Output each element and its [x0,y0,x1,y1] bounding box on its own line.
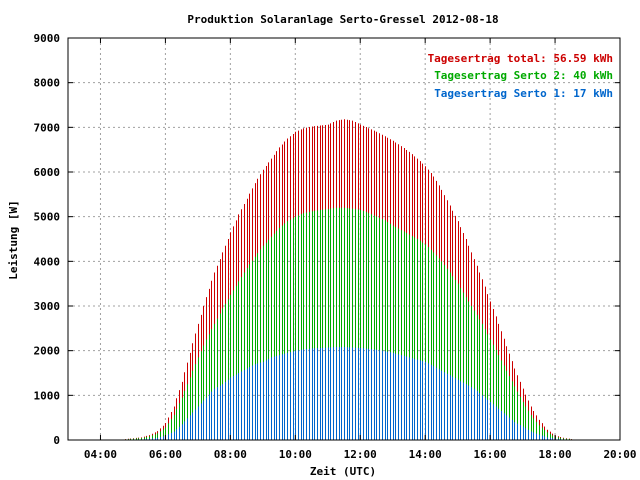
x-tick-label: 06:00 [149,448,182,461]
x-tick-label: 10:00 [279,448,312,461]
axis-ticks: 0 1000 2000 3000 4000 5000 6000 7000 8000 9000 04:… [34,32,637,461]
y-axis-label: Leistung [W] [7,200,20,279]
x-tick-label: 18:00 [538,448,571,461]
legend-total: Tagesertrag total: 56.59 kWh [428,52,613,65]
x-tick-label: 08:00 [214,448,247,461]
y-tick-label: 8000 [34,77,61,90]
legend: Tagesertrag total: 56.59 kWh Tagesertrag… [428,52,613,100]
y-tick-label: 9000 [34,32,61,45]
y-tick-label: 3000 [34,300,61,313]
x-tick-label: 12:00 [344,448,377,461]
x-tick-label: 20:00 [603,448,636,461]
x-axis-label: Zeit (UTC) [310,465,376,478]
y-tick-label: 4000 [34,255,61,268]
legend-serto-1: Tagesertrag Serto 1: 17 kWh [434,87,613,100]
bars [125,119,572,440]
x-tick-label: 04:00 [84,448,117,461]
chart-title: Produktion Solaranlage Serto-Gressel 201… [187,13,498,26]
y-tick-label: 0 [53,434,60,447]
y-tick-label: 1000 [34,389,61,402]
y-tick-label: 5000 [34,211,61,224]
x-tick-label: 14:00 [409,448,442,461]
x-tick-label: 16:00 [474,448,507,461]
y-tick-label: 2000 [34,345,61,358]
legend-serto-2: Tagesertrag Serto 2: 40 kWh [434,69,613,82]
y-tick-label: 6000 [34,166,61,179]
plot-frame [67,37,621,441]
y-tick-label: 7000 [34,121,61,134]
